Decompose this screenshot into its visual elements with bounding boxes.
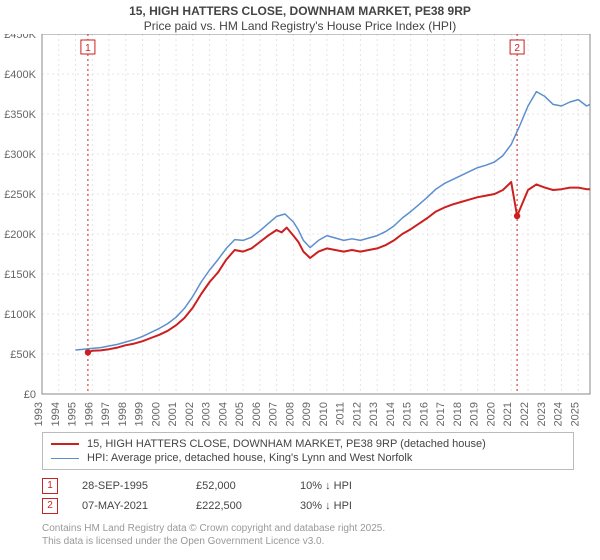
event-date: 07-MAY-2021 — [82, 500, 172, 512]
legend-label: 15, HIGH HATTERS CLOSE, DOWNHAM MARKET, … — [87, 438, 486, 450]
svg-text:2005: 2005 — [234, 402, 246, 426]
event-delta: 10% ↓ HPI — [300, 480, 410, 492]
svg-text:1994: 1994 — [50, 402, 62, 426]
svg-text:1998: 1998 — [117, 402, 129, 426]
chart-svg: £0 £50K £100K £150K £200K £250K £300K £350K £400… — [0, 34, 600, 426]
svg-text:£400K: £400K — [4, 69, 36, 81]
svg-text:£450K: £450K — [4, 34, 36, 41]
legend-swatch — [51, 458, 79, 459]
svg-text:£200K: £200K — [4, 229, 36, 241]
svg-text:2010: 2010 — [318, 402, 330, 426]
svg-text:2019: 2019 — [469, 402, 481, 426]
svg-text:2016: 2016 — [418, 402, 430, 426]
legend: 15, HIGH HATTERS CLOSE, DOWNHAM MARKET, … — [42, 432, 574, 470]
chart-title: 15, HIGH HATTERS CLOSE, DOWNHAM MARKET, … — [0, 0, 600, 34]
svg-text:1999: 1999 — [134, 402, 146, 426]
event-price: £52,000 — [196, 480, 276, 492]
svg-text:£350K: £350K — [4, 109, 36, 121]
title-line-2: Price paid vs. HM Land Registry's House … — [0, 19, 600, 34]
event-date: 28-SEP-1995 — [82, 480, 172, 492]
svg-text:2001: 2001 — [167, 402, 179, 426]
svg-text:1996: 1996 — [83, 402, 95, 426]
svg-text:2012: 2012 — [351, 402, 363, 426]
svg-text:2021: 2021 — [502, 402, 514, 426]
svg-text:1993: 1993 — [33, 402, 45, 426]
svg-text:2015: 2015 — [402, 402, 414, 426]
svg-text:£100K: £100K — [4, 309, 36, 321]
svg-text:1997: 1997 — [100, 402, 112, 426]
title-line-1: 15, HIGH HATTERS CLOSE, DOWNHAM MARKET, … — [0, 4, 600, 19]
svg-text:2000: 2000 — [150, 402, 162, 426]
event-badge: 2 — [42, 498, 58, 514]
svg-text:2009: 2009 — [301, 402, 313, 426]
svg-text:2014: 2014 — [385, 402, 397, 426]
chart-area: £0 £50K £100K £150K £200K £250K £300K £350K £400… — [0, 34, 600, 426]
svg-text:2011: 2011 — [335, 402, 347, 426]
svg-text:2025: 2025 — [569, 402, 581, 426]
legend-item: 15, HIGH HATTERS CLOSE, DOWNHAM MARKET, … — [51, 437, 565, 451]
svg-text:2008: 2008 — [284, 402, 296, 426]
event-badge: 1 — [42, 478, 58, 494]
svg-text:2018: 2018 — [452, 402, 464, 426]
event-price: £222,500 — [196, 500, 276, 512]
svg-text:2: 2 — [514, 43, 520, 54]
footnote-line: This data is licensed under the Open Gov… — [42, 535, 574, 548]
svg-text:£150K: £150K — [4, 269, 36, 281]
svg-text:2013: 2013 — [368, 402, 380, 426]
event-row: 1 28-SEP-1995 £52,000 10% ↓ HPI — [42, 476, 574, 496]
legend-swatch — [51, 443, 79, 445]
svg-text:£0: £0 — [24, 389, 36, 401]
svg-text:£50K: £50K — [10, 349, 36, 361]
svg-text:2007: 2007 — [268, 402, 280, 426]
svg-text:2004: 2004 — [217, 402, 229, 426]
svg-text:2002: 2002 — [184, 402, 196, 426]
event-table: 1 28-SEP-1995 £52,000 10% ↓ HPI 2 07-MAY… — [42, 476, 574, 516]
svg-text:£250K: £250K — [4, 189, 36, 201]
svg-text:2020: 2020 — [485, 402, 497, 426]
event-delta: 30% ↓ HPI — [300, 500, 410, 512]
footnote: Contains HM Land Registry data © Crown c… — [42, 522, 574, 548]
svg-text:2006: 2006 — [251, 402, 263, 426]
svg-text:1: 1 — [85, 43, 91, 54]
event-row: 2 07-MAY-2021 £222,500 30% ↓ HPI — [42, 496, 574, 516]
svg-text:2024: 2024 — [553, 402, 565, 426]
svg-text:2017: 2017 — [435, 402, 447, 426]
footnote-line: Contains HM Land Registry data © Crown c… — [42, 522, 574, 535]
svg-text:£300K: £300K — [4, 149, 36, 161]
svg-text:2003: 2003 — [201, 402, 213, 426]
legend-label: HPI: Average price, detached house, King… — [87, 452, 412, 464]
legend-item: HPI: Average price, detached house, King… — [51, 451, 565, 465]
svg-text:1995: 1995 — [67, 402, 79, 426]
svg-text:2022: 2022 — [519, 402, 531, 426]
svg-text:2023: 2023 — [536, 402, 548, 426]
